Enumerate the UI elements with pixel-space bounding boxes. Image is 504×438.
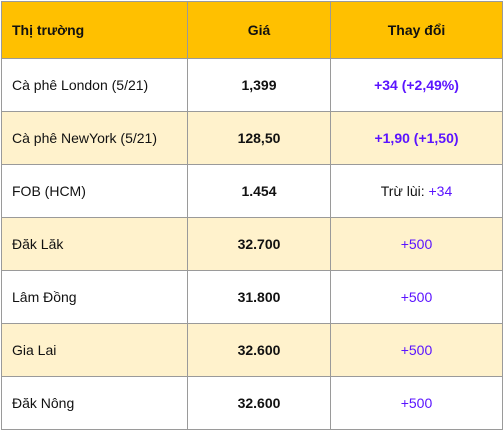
header-row: Thị trường Giá Thay đổi <box>1 1 503 59</box>
change-cell: +500 <box>330 323 503 377</box>
change-cell: +500 <box>330 376 503 430</box>
market-cell: Cà phê London (5/21) <box>1 58 188 112</box>
price-cell: 128,50 <box>187 111 331 165</box>
market-cell: Cà phê NewYork (5/21) <box>1 111 188 165</box>
change-prefix: Trừ lùi: <box>380 183 429 199</box>
change-value: +500 <box>400 342 433 358</box>
change-value: +34 (+2,49%) <box>374 77 459 93</box>
table-row: Đăk Lăk 32.700 +500 <box>1 217 503 271</box>
price-cell: 1,399 <box>187 58 331 112</box>
change-cell: +34 (+2,49%) <box>330 58 503 112</box>
price-cell: 31.800 <box>187 270 331 324</box>
market-cell: Lâm Đồng <box>1 270 188 324</box>
table-row: FOB (HCM) 1.454 Trừ lùi: +34 <box>1 164 503 218</box>
table-row: Gia Lai 32.600 +500 <box>1 323 503 377</box>
price-cell: 1.454 <box>187 164 331 218</box>
coffee-price-table: Thị trường Giá Thay đổi Cà phê London (5… <box>1 1 503 430</box>
table-row: Cà phê London (5/21) 1,399 +34 (+2,49%) <box>1 58 503 112</box>
market-cell: Gia Lai <box>1 323 188 377</box>
price-cell: 32.700 <box>187 217 331 271</box>
table-row: Đăk Nông 32.600 +500 <box>1 376 503 430</box>
change-cell: +500 <box>330 217 503 271</box>
change-cell: +500 <box>330 270 503 324</box>
table-row: Cà phê NewYork (5/21) 128,50 +1,90 (+1,5… <box>1 111 503 165</box>
table-row: Lâm Đồng 31.800 +500 <box>1 270 503 324</box>
change-value: +500 <box>400 289 433 305</box>
header-price: Giá <box>187 1 331 59</box>
change-value: +34 <box>428 183 453 199</box>
change-value: +1,90 (+1,50) <box>374 130 459 146</box>
change-value: +500 <box>400 236 433 252</box>
header-market: Thị trường <box>1 1 188 59</box>
change-value: +500 <box>400 395 433 411</box>
header-change: Thay đổi <box>330 1 503 59</box>
market-cell: Đăk Nông <box>1 376 188 430</box>
change-cell: +1,90 (+1,50) <box>330 111 503 165</box>
price-cell: 32.600 <box>187 376 331 430</box>
market-cell: Đăk Lăk <box>1 217 188 271</box>
change-cell: Trừ lùi: +34 <box>330 164 503 218</box>
price-cell: 32.600 <box>187 323 331 377</box>
market-cell: FOB (HCM) <box>1 164 188 218</box>
